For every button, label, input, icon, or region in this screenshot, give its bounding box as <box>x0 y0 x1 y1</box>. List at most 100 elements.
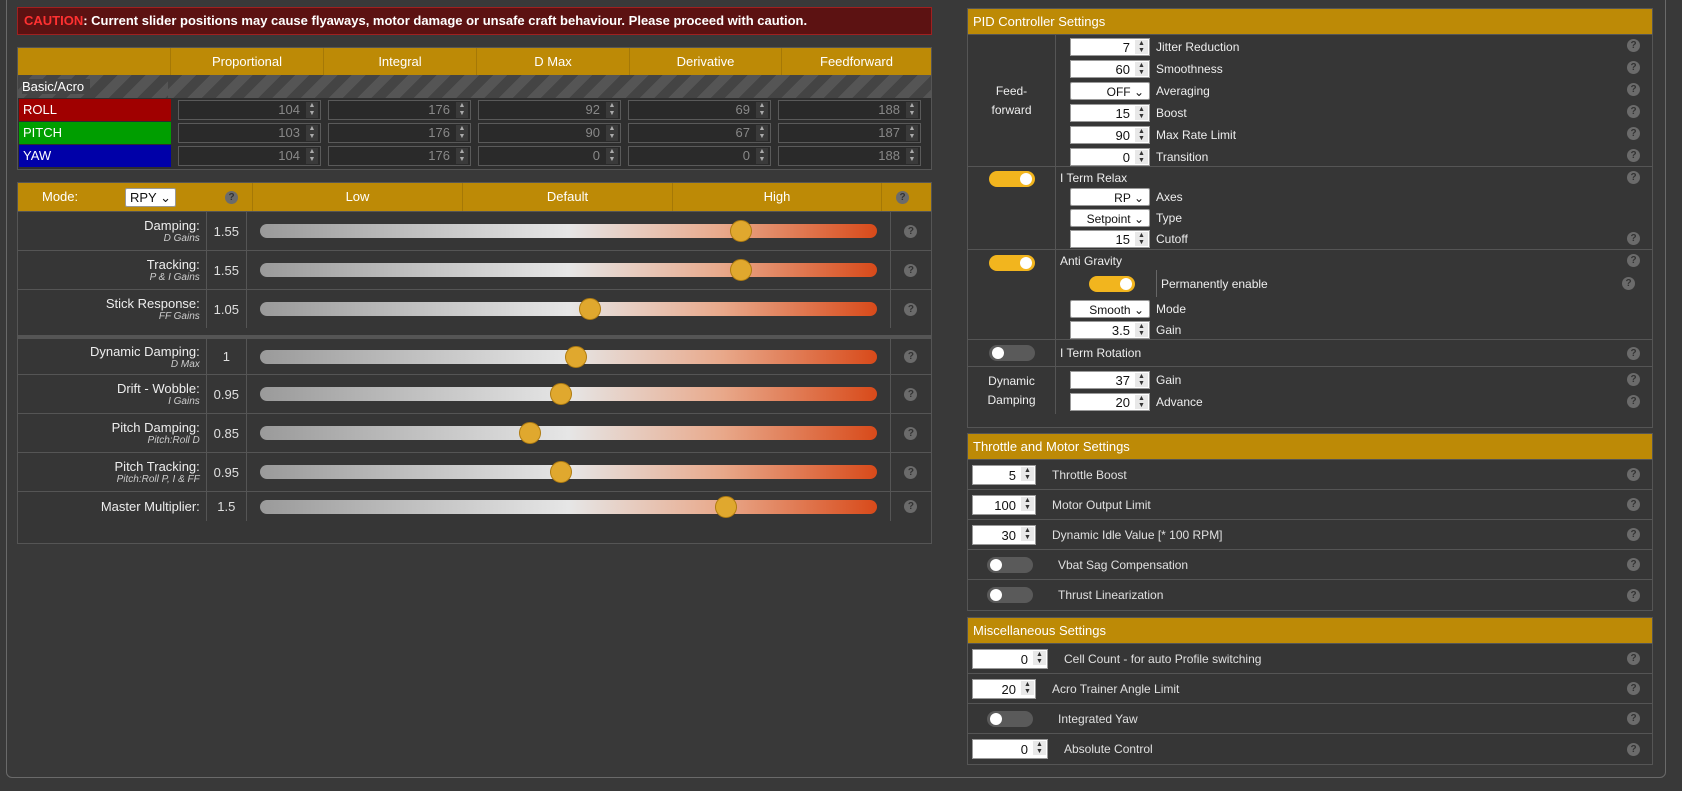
type-select[interactable]: Setpoint ⌄ <box>1070 209 1150 227</box>
question-icon[interactable]: ? <box>1627 498 1640 511</box>
roll-derivative-input[interactable]: 69 ▲ ▼ <box>628 99 771 120</box>
spinner-arrows-icon[interactable]: ▲ ▼ <box>306 101 318 118</box>
dd-gain-input[interactable]: 37 ▲ ▼ <box>1070 371 1150 389</box>
question-icon[interactable]: ? <box>896 190 909 204</box>
spinner-arrows-icon[interactable]: ▲ ▼ <box>606 147 618 164</box>
spinner-arrows-icon[interactable]: ▲ ▼ <box>1033 650 1046 665</box>
pitch-derivative-input[interactable]: 67 ▲ ▼ <box>628 122 771 143</box>
question-icon[interactable]: ? <box>1627 395 1640 408</box>
spinner-arrows-icon[interactable]: ▲ ▼ <box>1135 106 1148 120</box>
question-icon[interactable]: ? <box>904 350 918 363</box>
slider-track[interactable] <box>247 414 890 452</box>
spinner-arrows-icon[interactable]: ▲ ▼ <box>1033 741 1046 755</box>
spinner-arrows-icon[interactable]: ▲ ▼ <box>906 101 918 118</box>
question-icon[interactable]: ? <box>1627 373 1640 386</box>
spinner-arrows-icon[interactable]: ▲ ▼ <box>306 147 318 164</box>
question-icon[interactable]: ? <box>1627 83 1640 96</box>
throttle-boost-input[interactable]: 5 ▲ ▼ <box>972 464 1036 485</box>
mode-select[interactable]: RPY ⌄ <box>125 187 177 207</box>
cell-count-input[interactable]: 0 ▲ ▼ <box>972 648 1048 669</box>
spinner-arrows-icon[interactable]: ▲ ▼ <box>756 124 768 141</box>
spinner-arrows-icon[interactable]: ▲ ▼ <box>1021 466 1034 481</box>
anti-gravity-toggle[interactable] <box>988 255 1035 271</box>
question-icon[interactable]: ? <box>1627 742 1640 756</box>
spinner-arrows-icon[interactable]: ▲ ▼ <box>1135 232 1148 246</box>
slider-knob[interactable] <box>730 220 753 242</box>
slider-track[interactable] <box>247 492 890 521</box>
question-icon[interactable]: ? <box>1627 347 1640 360</box>
averaging-select[interactable]: OFF ⌄ <box>1070 82 1150 100</box>
spinner-arrows-icon[interactable]: ▲ ▼ <box>756 147 768 164</box>
pitch-integral-input[interactable]: 176 ▲ ▼ <box>328 122 471 143</box>
question-icon[interactable]: ? <box>1627 528 1640 541</box>
spinner-arrows-icon[interactable]: ▲ ▼ <box>606 124 618 141</box>
ag-gain-input[interactable]: 3.5 ▲ ▼ <box>1070 321 1150 339</box>
max-rate-limit-input[interactable]: 90 ▲ ▼ <box>1070 126 1150 144</box>
yaw-integral-input[interactable]: 176 ▲ ▼ <box>328 145 471 166</box>
question-icon[interactable]: ? <box>904 500 918 513</box>
question-icon[interactable]: ? <box>1627 588 1640 602</box>
yaw-d-max-input[interactable]: 0 ▲ ▼ <box>478 145 621 166</box>
slider-knob[interactable] <box>549 383 572 405</box>
slider-track[interactable] <box>247 375 890 413</box>
absolute-control-input[interactable]: 0 ▲ ▼ <box>972 739 1048 759</box>
spinner-arrows-icon[interactable]: ▲ ▼ <box>756 101 768 118</box>
slider-track[interactable] <box>247 453 890 491</box>
question-icon[interactable]: ? <box>1627 558 1640 571</box>
spinner-arrows-icon[interactable]: ▲ ▼ <box>306 124 318 141</box>
spinner-arrows-icon[interactable]: ▲ ▼ <box>1135 150 1148 164</box>
question-icon[interactable]: ? <box>1627 61 1640 74</box>
question-icon[interactable]: ? <box>1627 105 1640 118</box>
integrated-yaw-toggle[interactable] <box>987 710 1033 727</box>
motor-output-limit-input[interactable]: 100 ▲ ▼ <box>972 494 1036 515</box>
iterm-relax-toggle[interactable] <box>988 171 1035 187</box>
spinner-arrows-icon[interactable]: ▲ ▼ <box>1135 40 1148 54</box>
question-icon[interactable]: ? <box>904 302 918 316</box>
spinner-arrows-icon[interactable]: ▲ ▼ <box>606 101 618 118</box>
question-icon[interactable]: ? <box>1627 254 1640 267</box>
dynamic-idle-input[interactable]: 30 ▲ ▼ <box>972 524 1036 545</box>
yaw-proportional-input[interactable]: 104 ▲ ▼ <box>178 145 321 166</box>
question-icon[interactable]: ? <box>1627 468 1640 481</box>
question-icon[interactable]: ? <box>1627 232 1640 245</box>
question-icon[interactable]: ? <box>1627 149 1640 162</box>
slider-knob[interactable] <box>579 298 602 320</box>
iterm-rotation-toggle[interactable] <box>988 345 1035 361</box>
pitch-d-max-input[interactable]: 90 ▲ ▼ <box>478 122 621 143</box>
spinner-arrows-icon[interactable]: ▲ ▼ <box>1135 323 1148 337</box>
transition-input[interactable]: 0 ▲ ▼ <box>1070 148 1150 166</box>
acro-trainer-input[interactable]: 20 ▲ ▼ <box>972 678 1036 699</box>
question-icon[interactable]: ? <box>1627 127 1640 140</box>
slider-knob[interactable] <box>715 495 738 518</box>
spinner-arrows-icon[interactable]: ▲ ▼ <box>456 101 468 118</box>
permanently-enable-toggle[interactable] <box>1089 276 1135 292</box>
spinner-arrows-icon[interactable]: ▲ ▼ <box>1135 395 1148 409</box>
slider-track[interactable] <box>247 251 890 289</box>
question-icon[interactable]: ? <box>1627 712 1640 725</box>
cutoff-input[interactable]: 15 ▲ ▼ <box>1070 230 1150 248</box>
spinner-arrows-icon[interactable]: ▲ ▼ <box>1135 373 1148 387</box>
roll-integral-input[interactable]: 176 ▲ ▼ <box>328 99 471 120</box>
question-icon[interactable]: ? <box>1627 682 1640 695</box>
yaw-feedforward-input[interactable]: 188 ▲ ▼ <box>778 145 921 166</box>
pitch-proportional-input[interactable]: 103 ▲ ▼ <box>178 122 321 143</box>
question-icon[interactable]: ? <box>904 465 918 479</box>
yaw-derivative-input[interactable]: 0 ▲ ▼ <box>628 145 771 166</box>
dd-advance-input[interactable]: 20 ▲ ▼ <box>1070 393 1150 411</box>
spinner-arrows-icon[interactable]: ▲ ▼ <box>1135 62 1148 76</box>
question-icon[interactable]: ? <box>904 263 918 277</box>
question-icon[interactable]: ? <box>1627 171 1640 184</box>
question-icon[interactable]: ? <box>1627 39 1640 52</box>
spinner-arrows-icon[interactable]: ▲ ▼ <box>1021 680 1034 695</box>
spinner-arrows-icon[interactable]: ▲ ▼ <box>456 147 468 164</box>
smoothness-input[interactable]: 60 ▲ ▼ <box>1070 60 1150 78</box>
thrust-linearization-toggle[interactable] <box>987 587 1033 603</box>
question-icon[interactable]: ? <box>904 224 918 238</box>
slider-knob[interactable] <box>549 461 572 483</box>
axes-select[interactable]: RP ⌄ <box>1070 188 1150 206</box>
slider-knob[interactable] <box>564 345 587 368</box>
spinner-arrows-icon[interactable]: ▲ ▼ <box>1021 496 1034 511</box>
roll-d-max-input[interactable]: 92 ▲ ▼ <box>478 99 621 120</box>
spinner-arrows-icon[interactable]: ▲ ▼ <box>906 124 918 141</box>
spinner-arrows-icon[interactable]: ▲ ▼ <box>1021 526 1034 541</box>
